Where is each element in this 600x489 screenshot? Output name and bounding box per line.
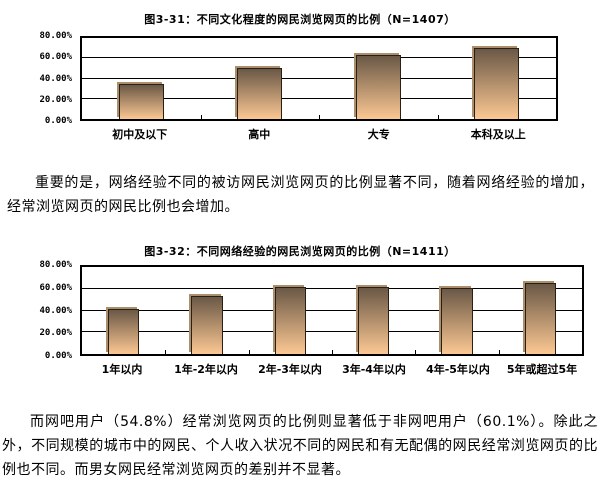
chart-figure-3-31: 图3-31：不同文化程度的网民浏览网页的比例（N=1407） 0.00% 20.0… [0,0,600,150]
bar [118,83,164,119]
x-axis-category-label: 4年-5年以内 [426,363,490,376]
x-axis-labels: 初中及以下 高中 大专 本科及以上 [80,126,558,142]
x-axis-category-label: 初中及以下 [112,128,168,141]
bar [474,48,520,119]
y-axis-tick-label: 60.00% [39,52,72,63]
x-axis-tick [319,115,320,119]
bar [524,282,557,354]
plot-area [80,36,558,121]
bar [441,287,473,354]
bar [357,287,390,354]
plot-area [80,265,584,356]
x-axis-labels: 1年以内 1年-2年以内 2年-3年以内 3年-4年以内 4年-5年以内 5年或超过5年 [80,361,584,377]
x-axis-category-label: 1年以内 [101,363,143,376]
x-axis-category-label: 本科及以上 [470,128,526,141]
x-axis-category-label: 1年-2年以内 [174,363,238,376]
x-axis-category-label: 2年-3年以内 [258,363,322,376]
gridline [82,287,582,289]
y-axis-tick-label: 80.00% [39,260,72,270]
bar [107,309,140,354]
y-axis-tick-label: 0.00% [44,116,72,126]
y-axis-tick-label: 20.00% [39,94,72,105]
x-axis-category-label: 高中 [248,128,271,141]
bar [274,287,307,354]
chart-title-3-31: 图3-31：不同文化程度的网民浏览网页的比例（N=1407） [144,13,456,26]
y-axis-tick-label: 40.00% [39,305,72,316]
gridline [82,331,582,333]
bar [237,68,283,119]
y-axis-labels: 0.00% 20.00% 40.00% 60.00% 80.00% [0,260,76,361]
x-axis-tick [415,350,417,354]
bar [355,54,401,119]
y-axis-tick-label: 60.00% [39,282,72,293]
gridline [82,77,556,79]
x-axis-tick [248,350,250,354]
x-axis-category-label: 大专 [367,128,390,141]
gridline [82,57,556,59]
y-axis-tick-label: 20.00% [39,328,72,339]
y-axis-tick-label: 80.00% [39,31,72,41]
chart-title-3-32: 图3-32：不同网络经验的网民浏览网页的比例（N=1411） [144,245,456,258]
x-axis-category-label: 3年-4年以内 [342,363,406,376]
x-axis-tick [200,115,202,119]
x-axis-tick [332,350,333,354]
paragraph-network-experience: 重要的是，网络经验不同的被访网民浏览网页的比例显著不同，随着网络经验的增加，经常… [7,175,594,215]
chart-figure-3-32: 图3-32：不同网络经验的网民浏览网页的比例（N=1411） 0.00% 20.0… [0,234,600,394]
y-axis-tick-label: 40.00% [39,73,72,84]
x-axis-category-label: 5年或超过5年 [506,363,578,376]
gridline [82,309,582,311]
x-axis-tick [437,115,439,119]
x-axis-tick [498,350,500,354]
paragraph-cafe-users: 而网吧用户（54.8%）经常浏览网页的比例则显著低于非网吧用户（60.1%）。除… [2,414,598,478]
bar [191,296,223,354]
x-axis-tick [165,350,167,354]
y-axis-labels: 0.00% 20.00% 40.00% 60.00% 80.00% [0,31,76,126]
y-axis-tick-label: 0.00% [44,351,72,361]
gridline [82,97,556,99]
